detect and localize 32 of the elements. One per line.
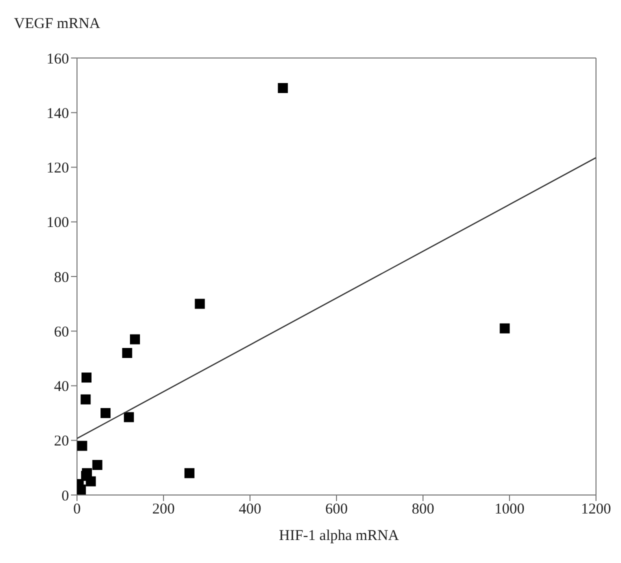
- y-tick-label: 120: [46, 160, 69, 177]
- x-tick-label: 200: [152, 502, 175, 518]
- x-tick-label: 400: [238, 502, 262, 518]
- point: [80, 394, 91, 404]
- x-tick-label: 0: [73, 502, 81, 518]
- point: [500, 323, 510, 334]
- point: [122, 348, 132, 358]
- x-tick-label: 1200: [581, 502, 611, 518]
- point: [130, 334, 140, 344]
- x-axis-title: HIF-1 alpha mRNA: [278, 528, 400, 545]
- point: [77, 484, 86, 495]
- y-tick-label: 100: [46, 215, 69, 232]
- y-tick-label: 140: [46, 106, 69, 122]
- y-tick-label: 60: [54, 324, 69, 340]
- point: [92, 460, 102, 470]
- point: [184, 468, 194, 478]
- point: [100, 408, 111, 418]
- x-tick-label: 1000: [494, 502, 524, 518]
- y-tick-label: 160: [46, 51, 69, 68]
- point: [86, 476, 96, 486]
- y-tick-label: 80: [54, 270, 69, 286]
- point: [278, 83, 288, 94]
- y-tick-label: 40: [54, 379, 69, 396]
- y-tick-label: 20: [54, 434, 69, 450]
- point: [194, 298, 205, 309]
- y-tick-label: 0: [62, 488, 69, 504]
- point: [124, 412, 134, 422]
- x-tick-label: 800: [412, 502, 434, 518]
- x-tick-label: 600: [325, 502, 348, 518]
- y-axis-title: VEGF mRNA: [14, 16, 100, 33]
- point: [82, 372, 92, 383]
- point: [77, 440, 88, 451]
